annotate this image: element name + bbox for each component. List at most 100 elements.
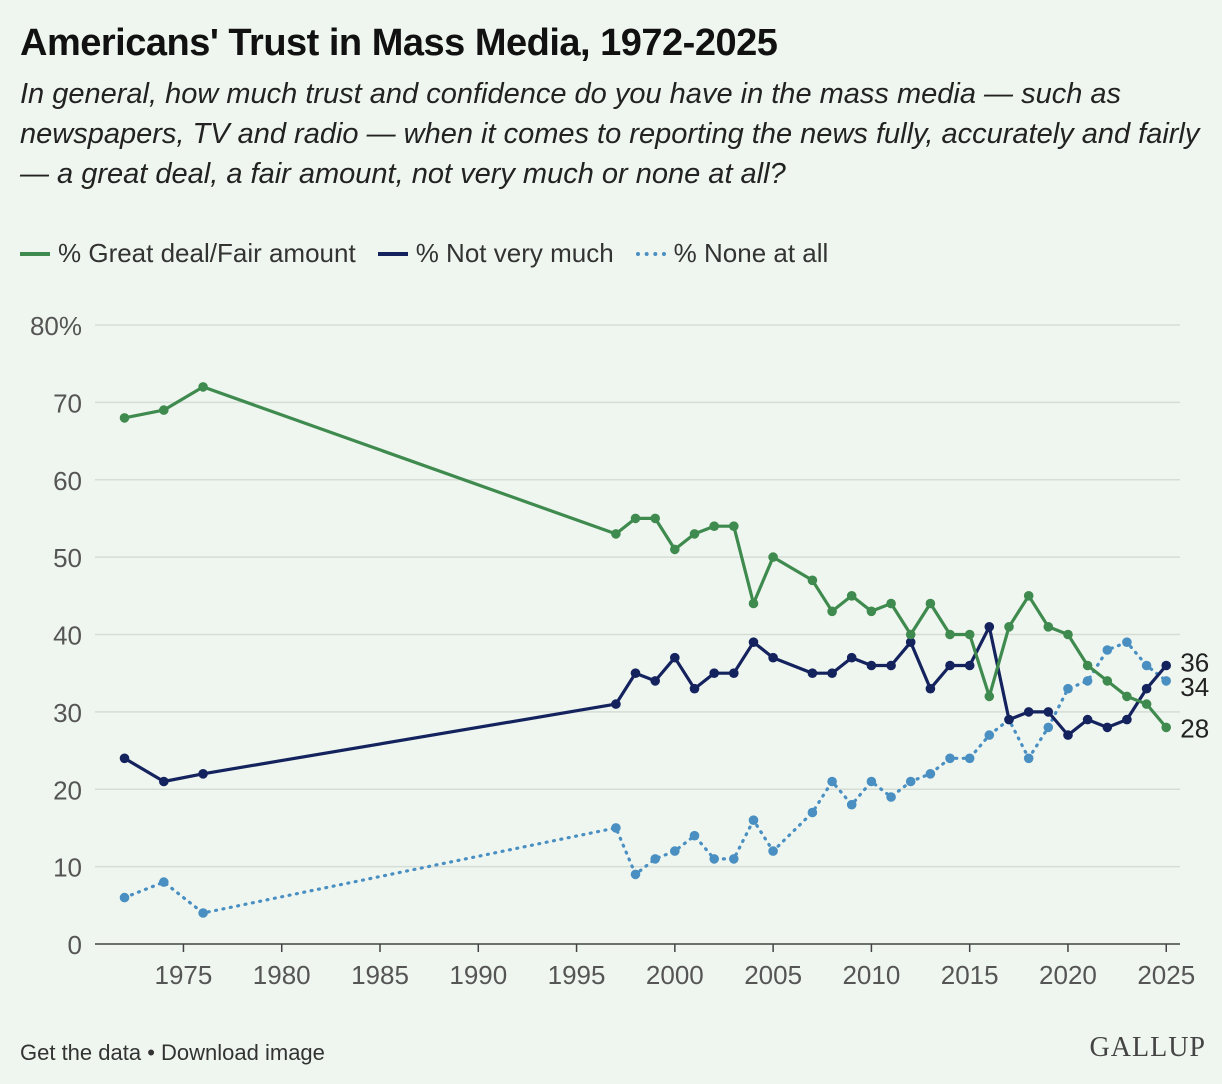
end-value-label: 36 — [1180, 647, 1209, 677]
data-point — [945, 629, 955, 640]
y-tick-label: 30 — [53, 698, 82, 728]
x-tick-label: 2010 — [842, 960, 900, 990]
data-point — [1102, 722, 1113, 733]
data-point — [905, 629, 916, 640]
data-point — [611, 823, 621, 833]
legend-swatch-great-deal — [20, 251, 50, 256]
chart-title: Americans' Trust in Mass Media, 1972-202… — [20, 22, 778, 64]
data-point — [964, 660, 975, 671]
end-value-label: 28 — [1180, 713, 1209, 743]
data-point — [925, 598, 936, 609]
data-point — [159, 405, 169, 415]
data-point — [1004, 622, 1014, 632]
data-point — [984, 730, 995, 740]
data-point — [886, 792, 896, 802]
legend-item-none-at-all: % None at all — [635, 238, 829, 269]
data-point — [1082, 676, 1093, 686]
data-point — [119, 892, 130, 903]
data-point — [1161, 660, 1171, 671]
data-point — [611, 529, 621, 539]
data-point — [630, 668, 641, 678]
data-point — [709, 668, 719, 678]
data-point — [1063, 629, 1073, 640]
data-point — [886, 660, 896, 671]
x-tick-label: 1995 — [548, 960, 606, 990]
data-point — [925, 769, 936, 779]
data-point — [945, 753, 955, 764]
data-point — [886, 598, 896, 609]
x-tick-label: 2025 — [1137, 960, 1195, 990]
legend-label-not-very-much: % Not very much — [415, 238, 614, 268]
data-point — [1082, 714, 1093, 725]
get-data-link[interactable]: Get the data — [20, 1040, 142, 1065]
legend-swatch-none-at-all — [635, 251, 666, 256]
data-point — [1102, 676, 1113, 686]
data-point — [768, 552, 778, 562]
data-point — [1122, 714, 1132, 725]
data-point — [630, 869, 641, 880]
data-point — [198, 908, 208, 918]
data-point — [768, 652, 778, 663]
data-point — [1161, 722, 1171, 733]
data-point — [689, 683, 700, 694]
data-point — [1023, 591, 1034, 601]
data-point — [846, 591, 857, 601]
data-point — [729, 854, 739, 864]
data-point — [827, 776, 837, 787]
data-point — [807, 807, 818, 818]
data-point — [984, 691, 995, 702]
data-point — [689, 830, 700, 841]
download-image-link[interactable]: Download image — [161, 1040, 325, 1065]
data-point — [827, 606, 837, 617]
data-point — [709, 854, 719, 864]
data-point — [748, 815, 759, 825]
data-point — [709, 521, 719, 531]
data-point — [630, 513, 641, 524]
data-point — [1122, 637, 1132, 647]
data-point — [1102, 645, 1113, 655]
footer-links: Get the data • Download image — [20, 1040, 325, 1066]
y-tick-label: 50 — [53, 543, 82, 573]
data-point — [768, 846, 778, 856]
data-point — [945, 660, 955, 671]
end-value-label: 34 — [1180, 672, 1209, 702]
legend: % Great deal/Fair amount % Not very much… — [20, 238, 850, 269]
legend-label-none-at-all: % None at all — [673, 238, 829, 268]
data-point — [925, 683, 936, 694]
legend-swatch-not-very-much — [377, 251, 408, 256]
data-point — [1141, 683, 1152, 694]
data-point — [198, 769, 208, 779]
data-point — [827, 668, 837, 678]
series-line-2 — [122, 640, 1168, 915]
x-tick-label: 2005 — [744, 960, 802, 990]
data-point — [866, 606, 877, 617]
data-point — [964, 629, 975, 640]
x-tick-label: 1990 — [449, 960, 507, 990]
gallup-logo: GALLUP — [1089, 1032, 1206, 1063]
data-point — [905, 637, 916, 647]
data-point — [846, 652, 857, 663]
data-point — [689, 529, 700, 539]
chart-subtitle: In general, how much trust and confidenc… — [20, 78, 1200, 190]
data-point — [1023, 707, 1034, 717]
data-point — [1141, 660, 1152, 671]
y-tick-label: 70 — [53, 388, 82, 418]
data-point — [1141, 699, 1152, 709]
data-point — [807, 575, 818, 586]
data-point — [650, 854, 660, 864]
data-point — [198, 382, 208, 392]
y-tick-label: 0 — [68, 930, 82, 960]
data-point — [1063, 730, 1073, 740]
y-tick-label: 60 — [53, 466, 82, 496]
x-tick-label: 2000 — [646, 960, 704, 990]
data-point — [159, 877, 169, 887]
data-point — [984, 622, 995, 632]
y-tick-label: 40 — [53, 621, 82, 651]
data-point — [866, 660, 877, 671]
x-tick-label: 2015 — [941, 960, 999, 990]
data-point — [650, 676, 660, 686]
data-point — [650, 513, 660, 524]
data-point — [670, 544, 680, 555]
footer-separator: • — [141, 1040, 162, 1065]
data-point — [729, 521, 739, 531]
